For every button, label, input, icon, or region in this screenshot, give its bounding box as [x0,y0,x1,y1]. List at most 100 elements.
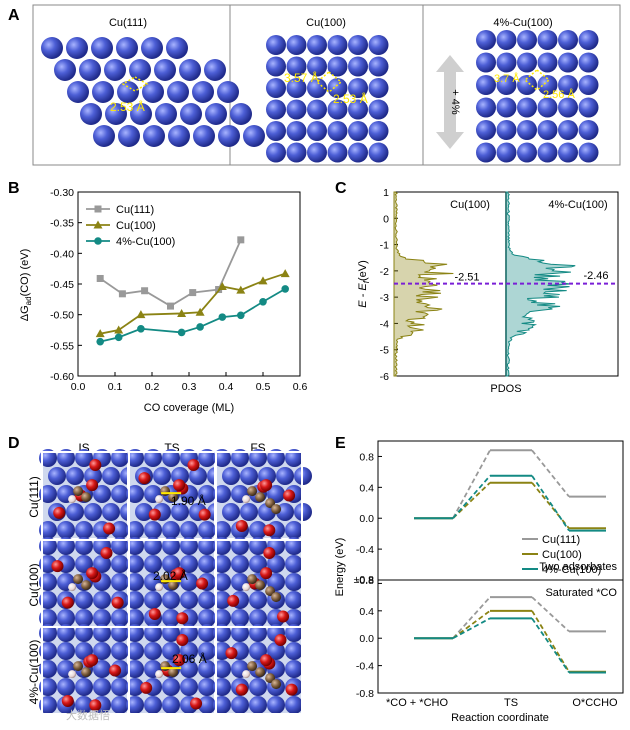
strained-dist-1: 3.7 Å [494,72,520,85]
cu-atom [66,37,88,59]
cu-atom [130,103,152,125]
y-tick-label: -0.50 [50,310,74,322]
cu-atom [57,449,75,467]
chart-e-series [414,449,606,674]
cu-atom [327,56,348,77]
cu-atom [75,449,93,467]
cu-atom [198,609,216,627]
data-point [195,307,205,316]
cu-atom [144,696,162,714]
hydrogen-atom [68,583,77,592]
chart-e-xtick-1: *CO + *CHO [386,697,448,709]
cu-atom [198,521,216,539]
cu-atom [39,696,57,714]
oxygen-atom [138,472,151,485]
cu-atom [348,142,368,163]
y-tick-label: -4 [380,318,389,330]
y-tick-label: 0.4 [359,606,374,618]
carbon-atom [73,486,84,497]
cu-atom [537,75,558,95]
x-tick-label: 0.3 [182,381,197,393]
panel-e-label: E [335,435,346,452]
y-tick-label: -0.4 [356,661,374,673]
panel-b-label: B [8,180,20,197]
cu-atom [75,609,93,627]
cu-atom [198,660,216,678]
cu-atom [285,609,303,627]
legend-label: 4%-Cu(100) [116,236,175,248]
oxygen-atom [86,654,99,667]
cu-atom [75,696,93,714]
cu-atom [198,591,216,609]
pdos-strained [505,191,576,377]
cu-atom [249,624,267,642]
cu-atom [162,521,180,539]
oxygen-atom [109,664,122,677]
data-point [114,325,124,334]
hydrogen-atom [68,495,77,504]
y-tick-label: -0.45 [50,279,74,291]
cu-atom [162,537,180,555]
cu-atom [198,485,216,503]
cu-atom [198,449,216,467]
cu-atom [558,142,578,163]
hydrogen-atom [242,670,251,679]
cu-atom [111,609,129,627]
oxygen-atom [274,634,287,647]
cu111-cell-marker [121,76,149,92]
y-tick-label: 0 [383,213,389,225]
cu-atom [476,52,496,73]
energy-profile [414,474,606,532]
panel-b: B 0.0 0.1 0.2 0.3 0.4 0.5 0.6 -0.30 -0.35 -0.40 -0… [8,180,307,414]
cu-atom [231,609,249,627]
oxygen-atom [173,654,186,667]
cu-atom [240,503,258,521]
cu-atom [286,35,307,55]
cu-atom [192,81,214,103]
chart-e-top-note: Two adsorbates [539,561,617,573]
carbon-atom [271,592,282,603]
chart-e-xtick-2: TS [504,697,518,709]
cu-atom [111,678,129,696]
oxygen-atom [61,596,74,609]
cu-atom [198,678,216,696]
cu-atom [578,75,599,95]
carbon-atom [73,661,84,672]
chart-c-ylabel: E - Ef(eV) [357,260,371,307]
energy-profile [414,609,606,673]
cu-atom [537,120,558,140]
cu-atom [558,52,578,73]
cu-atom [54,59,76,81]
carbon-atom [81,580,92,591]
data-point [258,276,268,285]
cu-atom [189,467,207,485]
hydrogen-atom [242,495,251,504]
y-tick-label: 0.8 [359,451,374,463]
cu-atom [307,35,327,55]
cu-atom [307,121,327,141]
cu-atom [496,97,517,118]
cu100-dist-2: 2.53 Å [333,91,368,106]
data-point [118,290,126,298]
hydrogen-atom [155,495,164,504]
data-point [280,269,290,278]
cu-atom [578,120,599,140]
chart-e-legend: Cu(111) Cu(100) 4%-Cu(100) [522,534,601,576]
cu-atom [180,642,198,660]
chart-b-ticks: 0.0 0.1 0.2 0.3 0.4 0.5 0.6 -0.30 -0.35 -0.40 -0.4… [50,187,307,393]
oxygen-atom [103,522,116,535]
y-tick-label: -3 [380,292,389,304]
legend-marker [94,205,102,213]
cu-atom [48,467,66,485]
cu-atom [286,99,307,120]
cu-atom [168,125,190,147]
cu-atom [41,37,63,59]
chart-c-series-label-2: 4%-Cu(100) [548,199,607,211]
cu-atom [327,78,348,98]
cu-atom [162,696,180,714]
cu-atom [368,121,389,141]
cu-atom [92,81,114,103]
cu-atom [162,591,180,609]
cu-atom [285,696,303,714]
cu-atom [249,609,267,627]
